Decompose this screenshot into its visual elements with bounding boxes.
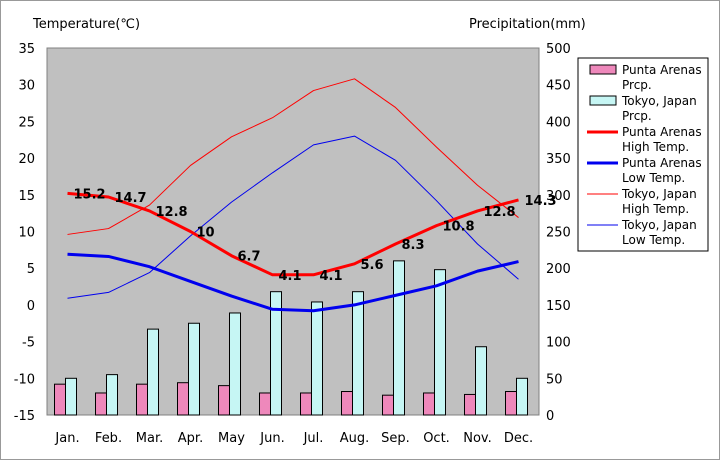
right-tick-6: 200	[546, 262, 571, 277]
bar-punta-arenas-prcp--7	[341, 391, 353, 416]
x-tick-11: Dec.	[504, 431, 533, 446]
data-label-high-2: 12.8	[156, 205, 188, 220]
left-tick-9: -10	[14, 372, 35, 387]
data-label-high-10: 12.8	[484, 205, 516, 220]
x-tick-3: Apr.	[178, 431, 203, 446]
x-tick-2: Mar.	[136, 431, 163, 446]
left-tick-2: 25	[18, 115, 35, 130]
bar-tokyo-japan-prcp--7	[352, 291, 364, 416]
left-tick-8: -5	[22, 336, 35, 351]
bar-tokyo-japan-prcp--5	[270, 291, 282, 416]
right-tick-9: 50	[546, 372, 563, 387]
bar-tokyo-japan-prcp--10	[475, 346, 487, 416]
bar-tokyo-japan-prcp--2	[147, 328, 159, 416]
bar-punta-arenas-prcp--6	[300, 392, 312, 416]
data-label-high-1: 14.7	[115, 191, 147, 206]
x-tick-10: Nov.	[463, 431, 492, 446]
bar-tokyo-japan-prcp--6	[311, 301, 323, 416]
right-tick-8: 100	[546, 336, 571, 351]
legend-label-punta-arenas-high-temp--0: Punta Arenas	[622, 125, 702, 139]
bar-tokyo-japan-prcp--1	[106, 374, 118, 416]
x-tick-5: Jun.	[259, 431, 284, 446]
legend-label-tokyo-japan-prcp--0: Tokyo, Japan	[621, 94, 697, 108]
x-tick-6: Jul.	[303, 431, 324, 446]
left-axis-title: Temperature(℃)	[32, 17, 140, 32]
line-punta-arenas-high-temp-	[67, 191, 519, 277]
line-tokyo-japan-low-temp-	[67, 135, 519, 299]
right-tick-1: 450	[546, 79, 571, 94]
x-tick-9: Oct.	[423, 431, 450, 446]
left-tick-7: 0	[27, 299, 35, 314]
bar-punta-arenas-prcp--4	[218, 385, 230, 416]
plot-area	[46, 47, 540, 416]
bar-punta-arenas-prcp--2	[136, 383, 148, 416]
x-tick-1: Feb.	[95, 431, 122, 446]
left-tick-3: 20	[18, 152, 35, 167]
line-punta-arenas-low-temp-	[67, 252, 519, 313]
data-label-high-0: 15.2	[74, 187, 106, 202]
data-label-high-8: 8.3	[402, 238, 425, 253]
right-tick-5: 250	[546, 226, 571, 241]
x-tick-8: Sep.	[381, 431, 410, 446]
data-label-high-9: 10.8	[443, 220, 475, 235]
bar-tokyo-japan-prcp--8	[393, 260, 405, 416]
bar-punta-arenas-prcp--10	[464, 393, 476, 416]
legend-label-punta-arenas-low-temp--1: Low Temp.	[622, 171, 685, 185]
x-tick-0: Jan.	[54, 431, 79, 446]
right-tick-0: 500	[546, 42, 571, 57]
right-tick-4: 300	[546, 189, 571, 204]
legend-label-tokyo-japan-high-temp--1: High Temp.	[622, 202, 689, 216]
legend-label-tokyo-japan-low-temp--0: Tokyo, Japan	[621, 218, 697, 232]
legend-label-tokyo-japan-prcp--1: Prcp.	[622, 109, 652, 123]
bar-tokyo-japan-prcp--4	[229, 312, 241, 416]
bar-tokyo-japan-prcp--3	[188, 322, 200, 416]
bar-punta-arenas-prcp--0	[54, 383, 66, 416]
legend-label-tokyo-japan-high-temp--0: Tokyo, Japan	[621, 187, 697, 201]
bar-punta-arenas-prcp--3	[177, 382, 189, 416]
left-tick-6: 5	[27, 262, 35, 277]
data-label-high-4: 6.7	[238, 250, 261, 265]
data-label-high-6: 4.1	[320, 269, 343, 284]
left-tick-0: 35	[18, 42, 35, 57]
bar-punta-arenas-prcp--5	[259, 392, 271, 416]
legend-label-punta-arenas-prcp--1: Prcp.	[622, 78, 652, 92]
right-tick-7: 150	[546, 299, 571, 314]
data-label-high-3: 10	[197, 226, 215, 241]
bar-tokyo-japan-prcp--0	[65, 377, 77, 416]
data-label-high-11: 14.3	[525, 194, 557, 209]
bar-punta-arenas-prcp--1	[95, 392, 107, 416]
right-tick-3: 350	[546, 152, 571, 167]
bar-punta-arenas-prcp--9	[423, 392, 435, 416]
legend-box	[577, 57, 709, 252]
bar-punta-arenas-prcp--11	[505, 391, 517, 416]
legend-label-punta-arenas-prcp--0: Punta Arenas	[622, 63, 702, 77]
legend-label-tokyo-japan-low-temp--1: Low Temp.	[622, 233, 685, 247]
left-tick-4: 15	[18, 189, 35, 204]
right-tick-2: 400	[546, 115, 571, 130]
legend-label-punta-arenas-low-temp--0: Punta Arenas	[622, 156, 702, 170]
left-tick-10: -15	[14, 409, 35, 424]
x-tick-7: Aug.	[340, 431, 370, 446]
data-label-high-7: 5.6	[361, 258, 384, 273]
legend-label-punta-arenas-high-temp--1: High Temp.	[622, 140, 689, 154]
left-tick-5: 10	[18, 226, 35, 241]
data-label-high-5: 4.1	[279, 269, 302, 284]
bar-tokyo-japan-prcp--9	[434, 269, 446, 416]
bar-punta-arenas-prcp--8	[382, 394, 394, 416]
legend-swatch-tokyo-japan-prcp-	[589, 95, 617, 106]
x-tick-4: May	[218, 431, 245, 446]
bar-tokyo-japan-prcp--11	[516, 377, 528, 416]
legend-swatch-punta-arenas-prcp-	[589, 64, 617, 75]
left-tick-1: 30	[18, 79, 35, 94]
right-axis-title: Precipitation(mm)	[469, 17, 586, 32]
right-tick-10: 0	[546, 409, 554, 424]
